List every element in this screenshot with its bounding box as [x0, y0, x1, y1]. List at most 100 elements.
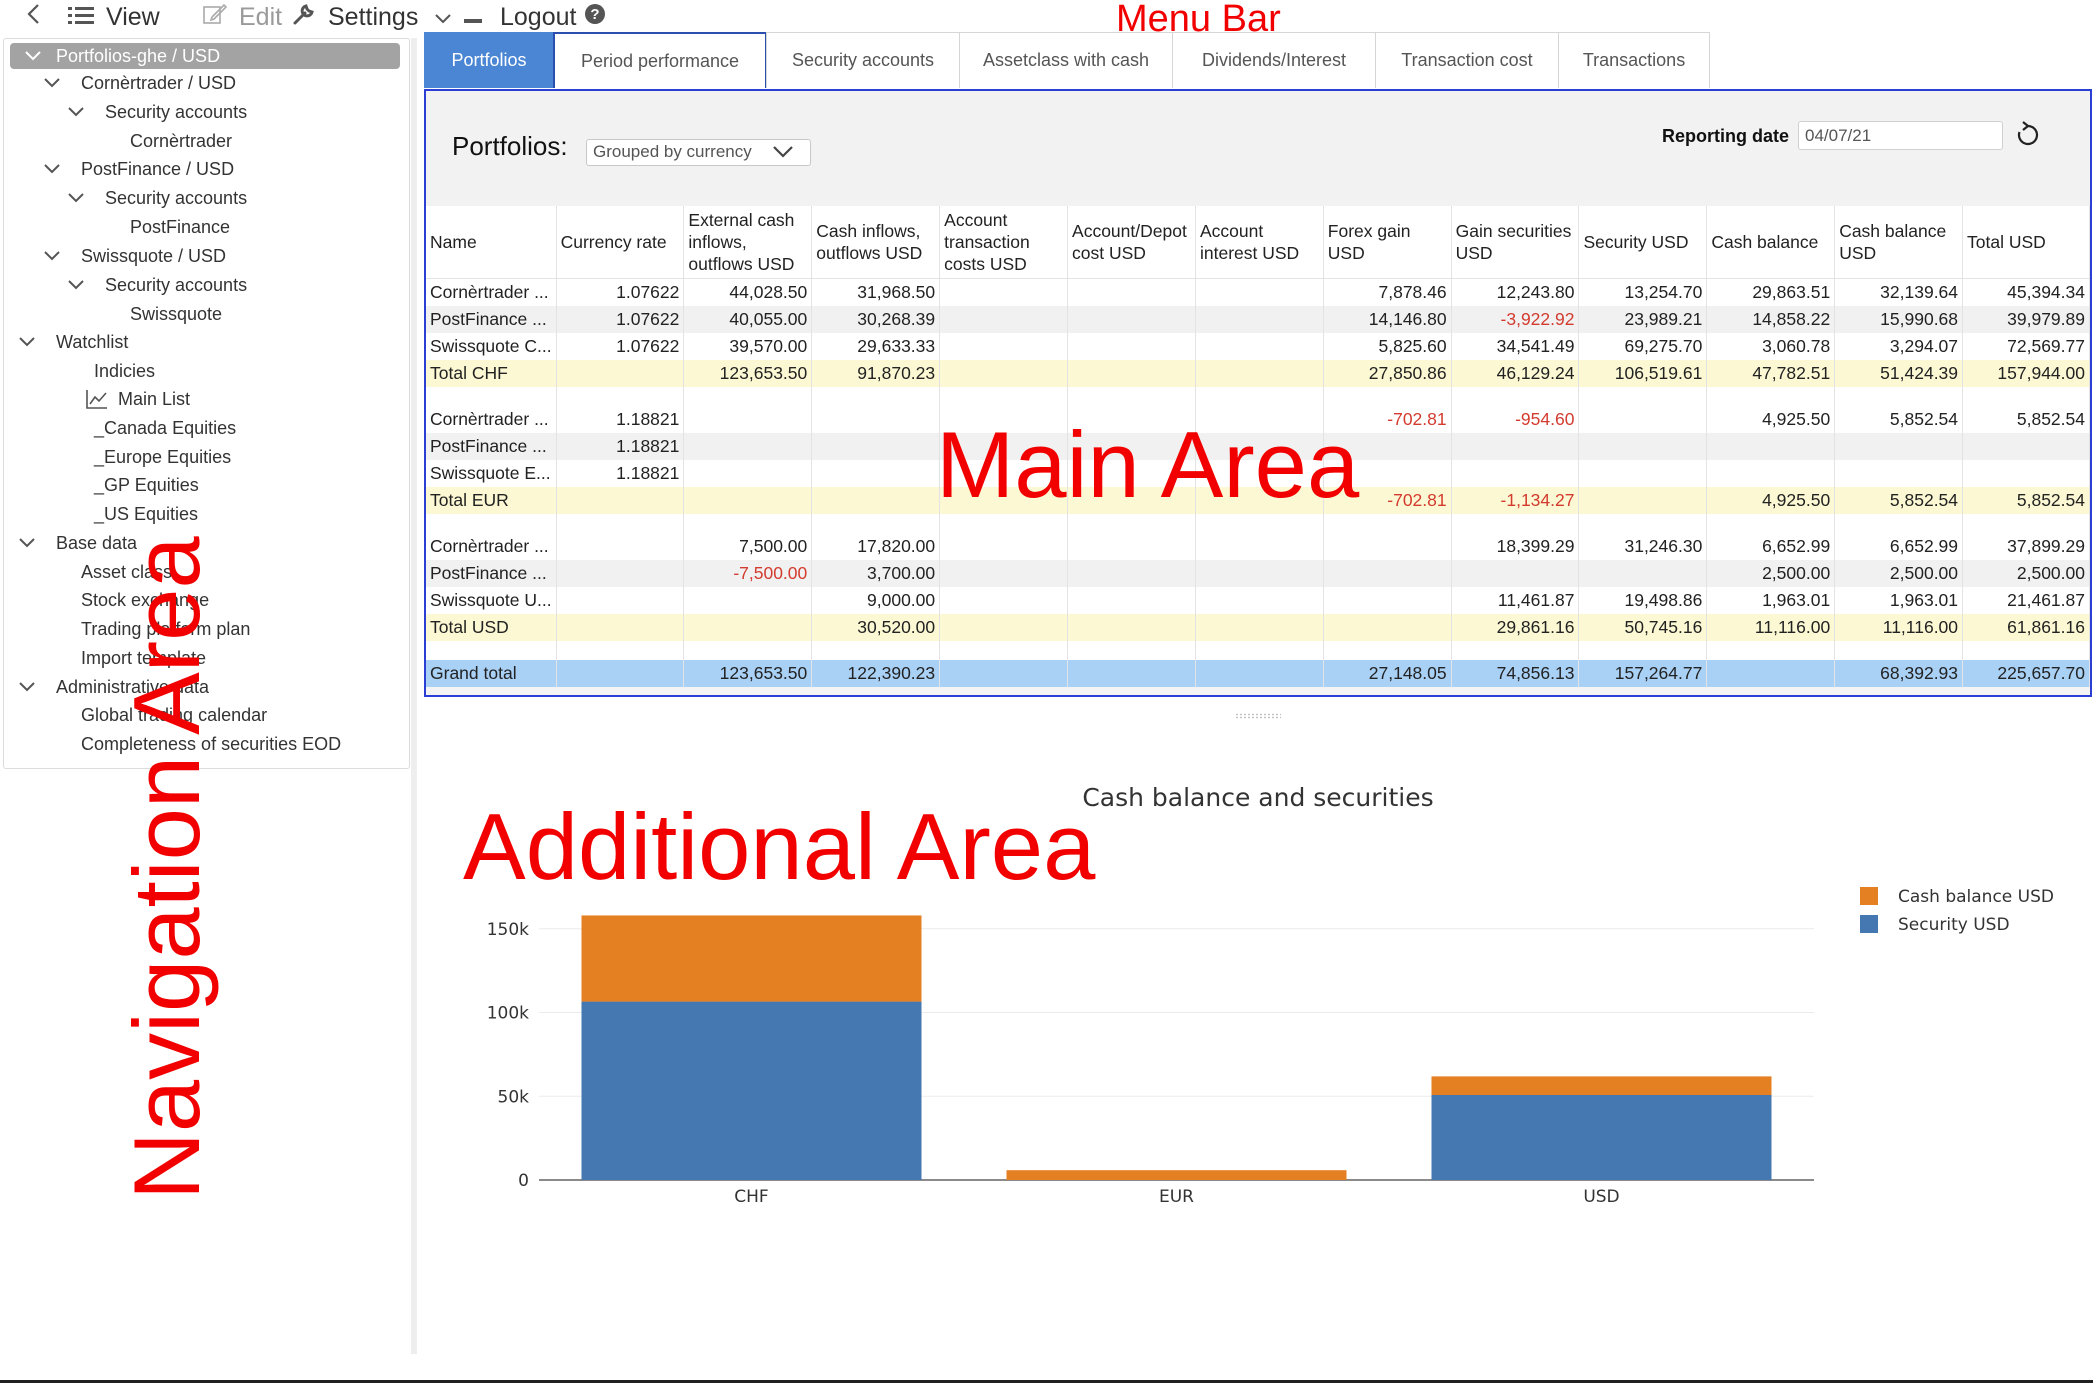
column-header[interactable]: Account transaction costs USD: [939, 206, 1069, 279]
column-header[interactable]: Name: [426, 206, 557, 279]
column-header[interactable]: Account interest USD: [1195, 206, 1324, 279]
grand-total-row[interactable]: Grand total 123,653.50 122,390.23 27,148.05…: [426, 660, 2090, 687]
total-row[interactable]: Total CHF 123,653.50 91,870.23 27,850.86 46,…: [426, 360, 2090, 387]
nav-item-base-data[interactable]: Base data: [4, 530, 404, 556]
table-row[interactable]: Cornèrtrader ... 1.07622 44,028.50 31,968.5…: [426, 278, 2090, 306]
nav-item-security-accounts[interactable]: Security accounts: [4, 272, 404, 298]
table-cell: [1067, 587, 1196, 614]
chevron-down-icon[interactable]: [24, 49, 41, 63]
chevron-down-icon[interactable]: [67, 278, 84, 292]
back-button[interactable]: [26, 2, 40, 32]
column-header[interactable]: Account/Depot cost USD: [1067, 206, 1196, 279]
refresh-icon[interactable]: [2014, 121, 2042, 154]
nav-item-swissquote-account[interactable]: Swissquote: [4, 301, 404, 327]
nav-item-swissquote[interactable]: Swissquote / USD: [4, 243, 404, 269]
legend-swatch: [1860, 887, 1878, 905]
nav-item-postfinance-account[interactable]: PostFinance: [4, 214, 404, 240]
nav-item-main-list[interactable]: Main List: [4, 386, 404, 412]
column-header[interactable]: Forex gain USD: [1323, 206, 1452, 279]
table-cell: [1067, 278, 1196, 306]
table-cell: [1195, 641, 1324, 660]
edit-menu[interactable]: Edit: [203, 2, 282, 32]
help-button[interactable]: ?: [584, 2, 606, 32]
nav-item-security-accounts[interactable]: Security accounts: [4, 99, 404, 125]
chevron-down-icon[interactable]: [18, 536, 35, 550]
nav-item-europe-equities[interactable]: _Europe Equities: [4, 444, 404, 470]
tab-period-performance[interactable]: Period performance: [553, 32, 767, 88]
table-row[interactable]: Swissquote U... 9,000.00 11,461.87 19,498.8…: [426, 587, 2090, 614]
chevron-down-icon[interactable]: [18, 680, 35, 694]
nav-item-postfinance[interactable]: PostFinance / USD: [4, 156, 404, 182]
table-cell: 68,392.93: [1834, 660, 1964, 687]
table-row[interactable]: PostFinance ... 1.18821: [426, 433, 2090, 460]
tab-portfolios[interactable]: Portfolios: [424, 32, 554, 88]
nav-item-portfolios[interactable]: Portfolios-ghe / USD: [10, 43, 400, 69]
legend-label: Cash balance USD: [1898, 887, 2054, 907]
table-row[interactable]: PostFinance ... -7,500.00 3,700.00 2,500.00…: [426, 560, 2090, 587]
table-cell: [1834, 433, 1964, 460]
column-header[interactable]: Cash inflows, outflows USD: [811, 206, 941, 279]
column-header[interactable]: Total USD: [1962, 206, 2090, 279]
tab-assetclass-with-cash[interactable]: Assetclass with cash: [959, 32, 1173, 88]
nav-item-indicies[interactable]: Indicies: [4, 358, 404, 384]
page-title: Portfolios:: [452, 131, 568, 161]
nav-item-cornertrader-account[interactable]: Cornèrtrader: [4, 128, 404, 154]
logout-menu[interactable]: Logout: [464, 2, 576, 32]
group-by-select[interactable]: Grouped by currency: [586, 139, 811, 166]
splitter-vertical[interactable]: [411, 38, 417, 1354]
nav-item-watchlist[interactable]: Watchlist: [4, 329, 404, 355]
chevron-down-icon[interactable]: [43, 76, 60, 90]
table-cell: [1451, 387, 1580, 406]
table-cell: 6,652.99: [1834, 533, 1964, 560]
settings-menu[interactable]: Settings: [292, 2, 452, 32]
nav-item-cornertrader[interactable]: Cornèrtrader / USD: [4, 70, 404, 96]
table-cell: [556, 560, 685, 587]
view-menu[interactable]: View: [68, 2, 160, 32]
nav-item-trading-platform-plan[interactable]: Trading platform plan: [4, 616, 404, 642]
chevron-down-icon[interactable]: [67, 191, 84, 205]
nav-item-completeness-eod[interactable]: Completeness of securities EOD: [4, 731, 404, 757]
bar-security-usd: [1431, 1095, 1772, 1180]
tab-dividends-interest[interactable]: Dividends/Interest: [1172, 32, 1376, 88]
table-cell: [939, 360, 1069, 387]
column-header[interactable]: Cash balance: [1706, 206, 1836, 279]
nav-item-stock-exchange[interactable]: Stock exchange: [4, 587, 404, 613]
table-row[interactable]: PostFinance ... 1.07622 40,055.00 30,268.39…: [426, 306, 2090, 333]
table-cell: -702.81: [1323, 487, 1452, 514]
nav-item-us-equities[interactable]: _US Equities: [4, 501, 404, 527]
table-row[interactable]: Swissquote C... 1.07622 39,570.00 29,633.33…: [426, 333, 2090, 360]
nav-item-canada-equities[interactable]: _Canada Equities: [4, 415, 404, 441]
table-row[interactable]: Swissquote E... 1.18821: [426, 460, 2090, 487]
table-cell: 50,745.16: [1578, 614, 1708, 641]
chevron-down-icon[interactable]: [43, 162, 60, 176]
chevron-down-icon[interactable]: [18, 335, 35, 349]
column-header[interactable]: Cash balance USD: [1834, 206, 1964, 279]
total-row[interactable]: Total EUR -702.81 -1,134.27 4,925.50 5,852.5…: [426, 487, 2090, 514]
table-row[interactable]: Cornèrtrader ... 7,500.00 17,820.00 18,399.…: [426, 533, 2090, 560]
table-cell: 37,899.29: [1962, 533, 2090, 560]
chevron-down-icon[interactable]: [67, 105, 84, 119]
chevron-down-icon[interactable]: [43, 249, 60, 263]
tab-transactions[interactable]: Transactions: [1558, 32, 1710, 88]
tab-security-accounts[interactable]: Security accounts: [766, 32, 960, 88]
nav-item-asset-class[interactable]: Asset class: [4, 559, 404, 585]
nav-item-security-accounts[interactable]: Security accounts: [4, 185, 404, 211]
table-cell: [1195, 387, 1324, 406]
table-cell: 122,390.23: [811, 660, 941, 687]
column-header[interactable]: External cash inflows, outflows USD: [683, 206, 813, 279]
column-header[interactable]: Gain securities USD: [1451, 206, 1580, 279]
table-cell: [811, 460, 941, 487]
column-header[interactable]: Security USD: [1578, 206, 1708, 279]
splitter-horizontal[interactable]: [424, 710, 2092, 722]
tab-transaction-cost[interactable]: Transaction cost: [1375, 32, 1559, 88]
total-row[interactable]: Total USD 30,520.00 29,861.16 50,745.16 11,1…: [426, 614, 2090, 641]
table-row[interactable]: Cornèrtrader ... 1.18821 -702.81 -954.60 4,9…: [426, 406, 2090, 433]
nav-item-administrative-data[interactable]: Administrative data: [4, 674, 404, 700]
table-cell: 72,569.77: [1962, 333, 2090, 360]
nav-item-gp-equities[interactable]: _GP Equities: [4, 472, 404, 498]
nav-item-import-template[interactable]: Import template: [4, 645, 404, 671]
column-header[interactable]: Currency rate: [556, 206, 685, 279]
nav-item-global-trading-calendar[interactable]: Global trading calendar: [4, 702, 404, 728]
table-cell: [939, 278, 1069, 306]
reporting-date-input[interactable]: 04/07/21: [1798, 121, 2003, 150]
